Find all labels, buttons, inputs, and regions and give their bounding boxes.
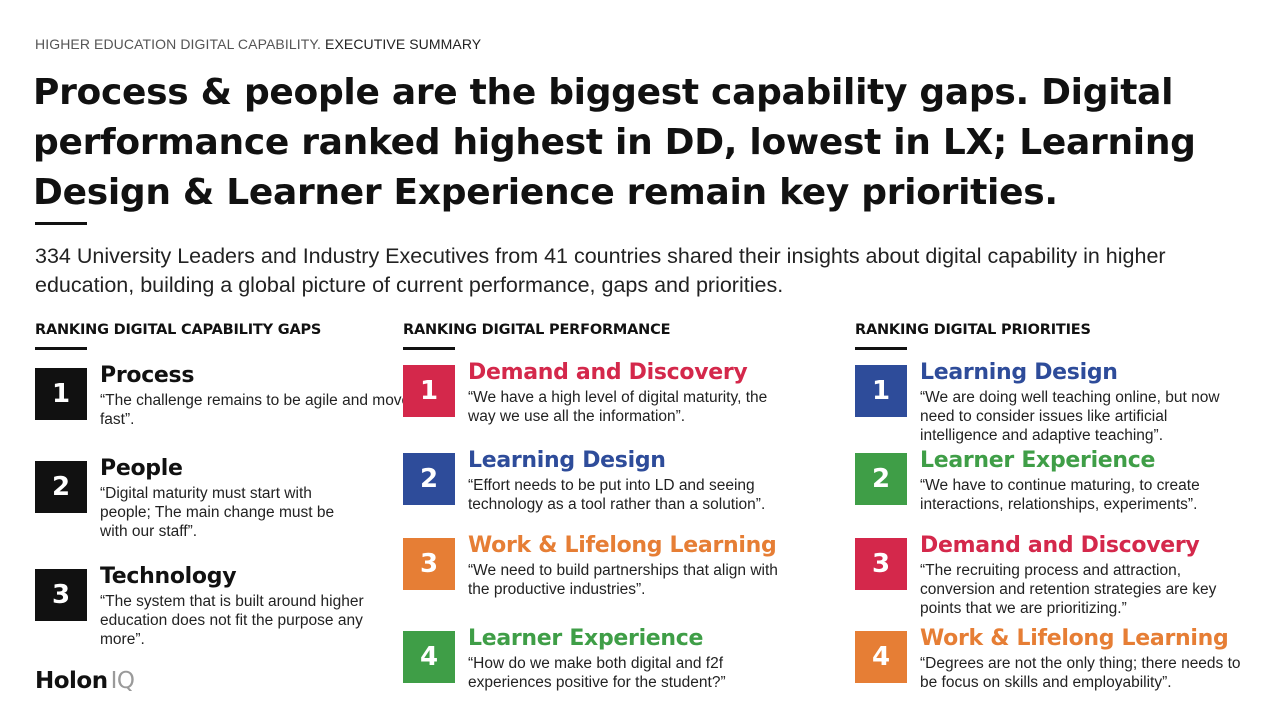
rank-badge: 3 [35, 569, 87, 621]
item-title: Work & Lifelong Learning [920, 626, 1229, 651]
rank-badge: 2 [403, 453, 455, 505]
item-quote: “The challenge remains to be agile and m… [100, 392, 411, 428]
rank-badge: 2 [35, 461, 87, 513]
item-quote: “We have to continue maturing, to create… [920, 477, 1200, 513]
item-quote: “Degrees are not the only thing; there n… [920, 655, 1241, 691]
logo-mark: IQ [110, 668, 135, 694]
rank-badge: 1 [35, 368, 87, 420]
logo-wordmark: Holon [35, 668, 108, 694]
item-quote: “The recruiting process and attraction, … [920, 562, 1217, 617]
title-underline [35, 222, 87, 225]
item-quote: “The system that is built around higher … [100, 593, 364, 648]
item-title: Learning Design [468, 448, 666, 473]
item-title: Work & Lifelong Learning [468, 533, 777, 558]
rank-badge: 3 [403, 538, 455, 590]
item-title: Demand and Discovery [468, 360, 748, 385]
item-title: Learning Design [920, 360, 1118, 385]
intro-paragraph: 334 University Leaders and Industry Exec… [35, 244, 1166, 297]
item-title: People [100, 456, 183, 481]
column-capability-gaps: RANKING DIGITAL CAPABILITY GAPS 1 Proces… [35, 322, 410, 648]
item-quote: “We have a high level of digital maturit… [468, 389, 768, 425]
rank-badge: 4 [855, 631, 907, 683]
rank-badge: 2 [855, 453, 907, 505]
column-underline [35, 347, 87, 350]
column-title: RANKING DIGITAL PRIORITIES [855, 322, 1091, 338]
rank-badge: 3 [855, 538, 907, 590]
item-quote: “Digital maturity must start with people… [100, 485, 335, 540]
item-title: Learner Experience [468, 626, 704, 651]
rank-badge: 1 [855, 365, 907, 417]
item-quote: “How do we make both digital and f2f exp… [468, 655, 726, 691]
eyebrow-section: EXECUTIVE SUMMARY [325, 36, 482, 52]
eyebrow-topic: HIGHER EDUCATION DIGITAL CAPABILITY. [35, 36, 321, 52]
item-title: Technology [100, 564, 237, 589]
column-underline [855, 347, 907, 350]
column-digital-priorities: RANKING DIGITAL PRIORITIES 1 Learning De… [855, 322, 1270, 691]
item-quote: “Effort needs to be put into LD and seei… [468, 477, 766, 513]
item-title: Demand and Discovery [920, 533, 1200, 558]
column-digital-performance: RANKING DIGITAL PERFORMANCE 1 Demand and… [403, 322, 823, 691]
holoniq-logo: Holon IQ [35, 668, 135, 694]
item-title: Process [100, 363, 195, 388]
item-title: Learner Experience [920, 448, 1156, 473]
rank-badge: 1 [403, 365, 455, 417]
column-underline [403, 347, 455, 350]
column-title: RANKING DIGITAL CAPABILITY GAPS [35, 322, 322, 338]
item-quote: “We need to build partnerships that alig… [468, 562, 778, 598]
rank-badge: 4 [403, 631, 455, 683]
item-quote: “We are doing well teaching online, but … [920, 389, 1220, 444]
eyebrow: HIGHER EDUCATION DIGITAL CAPABILITY. EXE… [35, 36, 481, 52]
column-title: RANKING DIGITAL PERFORMANCE [403, 322, 671, 338]
page-title: Process & people are the biggest capabil… [33, 72, 1196, 213]
